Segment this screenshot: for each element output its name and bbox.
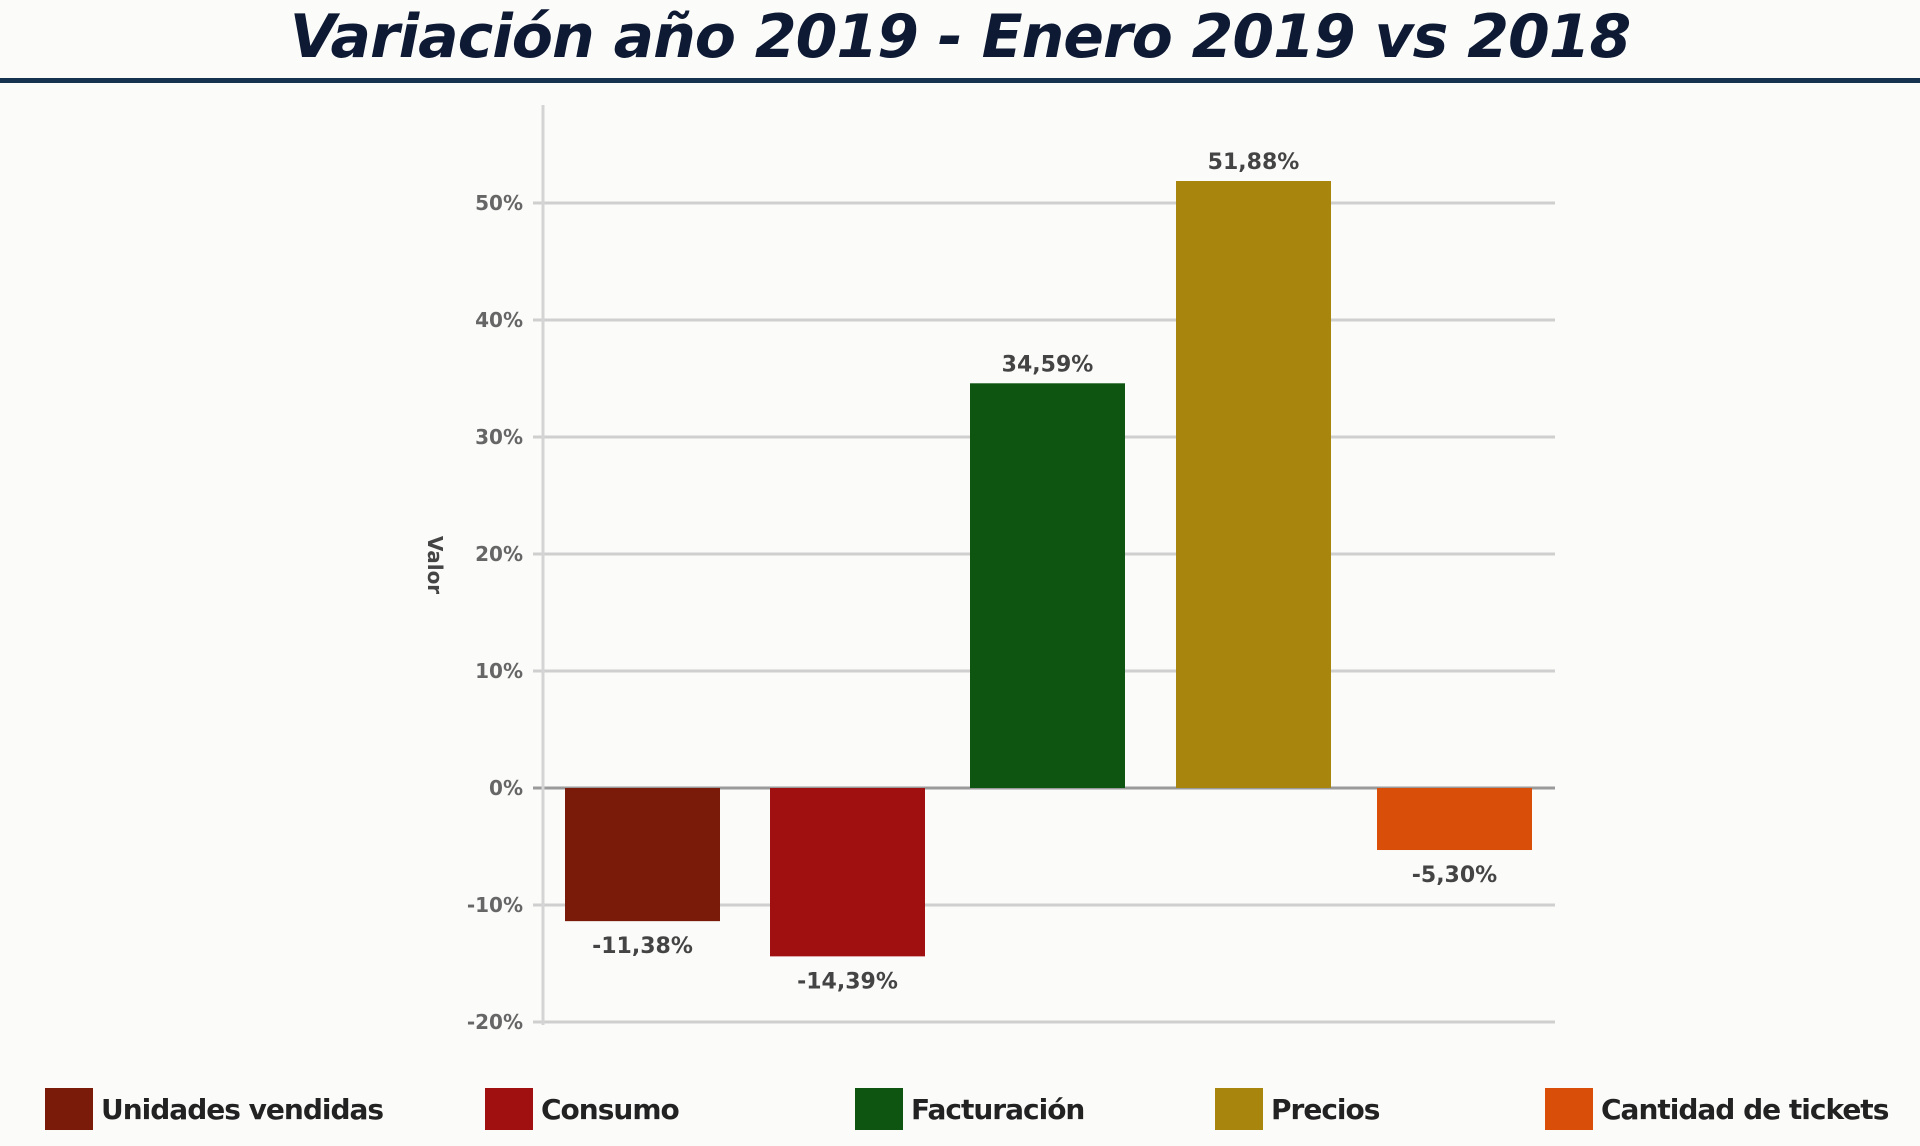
legend-swatch: [1215, 1088, 1263, 1130]
legend-swatch: [485, 1088, 533, 1130]
legend-item: Unidades vendidas: [45, 1088, 384, 1130]
bar-facturación: [970, 383, 1125, 788]
legend-label: Facturación: [911, 1092, 1085, 1126]
y-tick-label: 20%: [475, 542, 523, 566]
legend-swatch: [855, 1088, 903, 1130]
bar-unidades-vendidas: [565, 788, 720, 922]
legend-label: Precios: [1271, 1092, 1380, 1126]
y-tick-label: -20%: [467, 1010, 523, 1034]
bar-precios: [1176, 181, 1331, 788]
legend-item: Precios: [1215, 1088, 1380, 1130]
y-tick-label: 30%: [475, 425, 523, 449]
chart-title: Variación año 2019 - Enero 2019 vs 2018: [289, 2, 1632, 72]
data-label: 51,88%: [1208, 150, 1300, 175]
bar-chart: -20% -10% 0% 10% 20% 30% 40% 50% Valor -11,38% -14…: [423, 105, 1555, 1034]
y-tick-label: 50%: [475, 191, 523, 215]
y-tick-label: 10%: [475, 659, 523, 683]
y-tick-label: 40%: [475, 308, 523, 332]
legend-item: Facturación: [855, 1088, 1085, 1130]
legend-label: Cantidad de tickets: [1601, 1092, 1889, 1126]
legend-label: Consumo: [541, 1092, 680, 1126]
y-tick-label: 0%: [489, 776, 523, 800]
y-axis-label: Valor: [423, 536, 447, 594]
y-tick-label: -10%: [467, 893, 523, 917]
title-underline: [0, 78, 1920, 83]
legend-item: Cantidad de tickets: [1545, 1088, 1889, 1130]
data-label: -5,30%: [1412, 863, 1497, 888]
legend-swatch: [1545, 1088, 1593, 1130]
legend: Unidades vendidas Consumo Facturación Preci…: [0, 1088, 1920, 1138]
legend-item: Consumo: [485, 1088, 680, 1130]
legend-label: Unidades vendidas: [101, 1092, 384, 1126]
bar-cantidad-de-tickets: [1377, 788, 1532, 851]
data-label: -14,39%: [797, 969, 898, 994]
data-label: 34,59%: [1002, 352, 1094, 377]
legend-swatch: [45, 1088, 93, 1130]
data-label: -11,38%: [592, 934, 693, 959]
bar-consumo: [770, 788, 925, 957]
